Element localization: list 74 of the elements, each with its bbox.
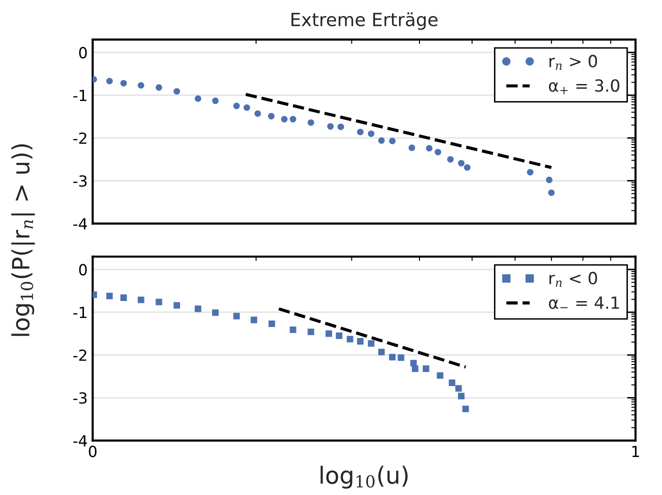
point	[212, 98, 219, 104]
y-tick-label: -4	[73, 435, 87, 446]
point	[434, 148, 442, 156]
point	[138, 82, 144, 89]
point	[308, 328, 314, 336]
point	[378, 348, 385, 356]
legend-label: α$_{−}$ = 4.1	[548, 296, 619, 309]
point	[546, 176, 552, 184]
point	[389, 354, 396, 360]
point	[378, 137, 385, 144]
point	[106, 78, 113, 84]
point	[120, 80, 127, 86]
point	[250, 316, 258, 324]
point	[346, 336, 354, 342]
chart-title: Extreme Erträge	[292, 12, 438, 30]
point	[120, 294, 127, 301]
point	[254, 110, 261, 117]
point	[455, 385, 462, 392]
y-tick-label: -3	[73, 175, 87, 187]
point	[244, 104, 250, 111]
point	[233, 312, 240, 320]
point	[156, 298, 162, 306]
point	[212, 309, 219, 316]
legend-label: r$_{n}$ < 0	[550, 272, 598, 287]
point	[426, 144, 432, 152]
y-tick-label: 0	[79, 264, 87, 276]
point	[233, 102, 240, 110]
point	[290, 116, 296, 122]
y-tick-label: -2	[73, 132, 86, 144]
point	[106, 292, 113, 300]
legend-label: α$_{+}$ = 3.0	[548, 79, 620, 94]
point	[422, 365, 430, 372]
x-axis-title: log$_{10}$(u)	[320, 466, 408, 489]
point	[174, 302, 180, 309]
y-axis-title: log$_{10}$(P(|r$_{n}$| > u))	[11, 144, 35, 336]
point	[138, 296, 144, 304]
point	[194, 306, 202, 312]
point	[326, 330, 332, 337]
y-tick-label: -4	[73, 218, 87, 230]
point	[548, 189, 555, 196]
y-tick-label: -3	[73, 392, 87, 404]
point	[462, 406, 469, 412]
point	[408, 144, 416, 152]
point	[308, 119, 314, 126]
point	[357, 338, 364, 345]
point	[156, 84, 162, 91]
point	[281, 116, 288, 122]
y-tick-label: 0	[79, 46, 87, 58]
point	[290, 326, 296, 334]
point	[389, 138, 396, 144]
point	[268, 112, 275, 120]
point	[464, 164, 470, 171]
point	[327, 123, 334, 130]
point	[194, 95, 202, 102]
point	[398, 354, 404, 361]
point	[458, 160, 465, 166]
x-tick-label: 1	[632, 446, 639, 458]
point	[368, 130, 374, 137]
y-tick-label: -2	[73, 349, 86, 361]
point	[436, 372, 444, 379]
y-tick-label: -1	[73, 306, 86, 318]
point	[526, 168, 534, 176]
point	[357, 128, 364, 136]
point	[448, 380, 456, 386]
point	[412, 365, 418, 372]
point	[268, 320, 276, 328]
point	[174, 88, 180, 95]
point	[336, 332, 342, 340]
legend-label: r$_{n}$ > 0	[550, 54, 598, 70]
point	[368, 340, 374, 347]
point	[458, 392, 465, 400]
y-tick-label: -1	[73, 90, 86, 102]
point	[338, 124, 344, 130]
point	[447, 156, 454, 163]
